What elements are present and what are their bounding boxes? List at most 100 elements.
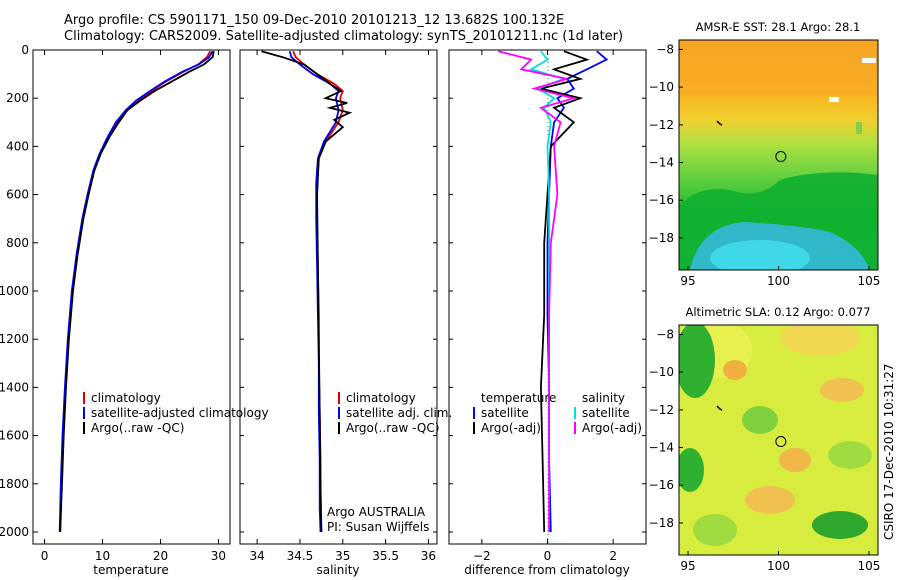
argo-trajectory-mark bbox=[716, 405, 723, 411]
sst-patch bbox=[856, 122, 862, 134]
y-tick-label: 600 bbox=[6, 188, 29, 202]
y-tick-label: 400 bbox=[6, 139, 29, 153]
temperature-lines bbox=[58, 50, 215, 533]
legend-title-salinity: salinity bbox=[582, 391, 625, 405]
salinity-panel: 34 34.5 35 35.5 36 salinity climatology sate… bbox=[239, 49, 452, 577]
argo-trajectory-mark bbox=[716, 120, 723, 126]
sst-map-title: AMSR-E SST: 28.1 Argo: 28.1 bbox=[696, 20, 861, 34]
x-tick-label: 30 bbox=[211, 549, 226, 563]
legend-label-satellite: satellite adj. clim. bbox=[346, 406, 452, 420]
map-x-tick-label: 95 bbox=[680, 274, 695, 288]
legend-label-argo: Argo(..raw -QC) bbox=[346, 421, 439, 435]
sla-argo-location-marker bbox=[716, 405, 787, 448]
x-tick-label: 10 bbox=[95, 549, 110, 563]
difference-xlabel: difference from climatology bbox=[464, 563, 630, 577]
sla-low-1 bbox=[679, 325, 715, 398]
temperature-panel: 0 200 400 600 800 1000 1200 1400 1600 1800 2000 0 1… bbox=[0, 43, 269, 577]
sla-high-3 bbox=[745, 486, 795, 514]
difference-lines bbox=[498, 50, 609, 533]
series-line-argo-raw-qc- bbox=[261, 50, 353, 533]
argo-position-circle bbox=[775, 151, 787, 163]
x-tick-label: 34 bbox=[249, 549, 264, 563]
sla-low-4 bbox=[742, 406, 778, 434]
temperature-x-ticks: 0 10 20 30 bbox=[41, 50, 226, 563]
legend-label-argo: Argo(..raw -QC) bbox=[91, 421, 184, 435]
map-y-tick-label: −18 bbox=[649, 231, 674, 245]
sst-missing-data-1 bbox=[862, 58, 876, 63]
legend-label-climatology: climatology bbox=[346, 391, 416, 405]
difference-panel: −2 0 2 difference from climatology tempera… bbox=[448, 49, 647, 577]
annotation-argo-australia: Argo AUSTRALIA bbox=[327, 505, 426, 519]
sst-map-ticks: 95 100 105 −8 −10 −12 −14 −16 −18 bbox=[649, 42, 881, 288]
x-tick-label: 36 bbox=[421, 549, 436, 563]
sst-heatmap bbox=[679, 40, 878, 270]
y-tick-label: 2000 bbox=[0, 525, 29, 539]
series-line-satellite-adjusted-climatology bbox=[58, 50, 214, 533]
map-y-tick-label: −16 bbox=[649, 193, 674, 207]
sla-low-6 bbox=[693, 514, 737, 546]
y-tick-label: 1600 bbox=[0, 429, 29, 443]
map-y-tick-label: −12 bbox=[649, 403, 674, 417]
x-tick-label: 0 bbox=[41, 549, 49, 563]
x-tick-label: 34.5 bbox=[287, 549, 314, 563]
map-x-tick-label: 100 bbox=[767, 559, 790, 573]
sla-low-5 bbox=[828, 441, 872, 469]
map-x-tick-label: 105 bbox=[858, 274, 881, 288]
sst-map-panel: AMSR-E SST: 28.1 Argo: 28.1 95 100 105 −8 −1… bbox=[649, 20, 881, 288]
y-tick-label: 1400 bbox=[0, 380, 29, 394]
x-tick-label: 35 bbox=[335, 549, 350, 563]
series-line-salinity-argo-adj- bbox=[498, 50, 578, 532]
map-y-tick-label: −8 bbox=[656, 42, 674, 56]
sla-map-panel: Altimetric SLA: 0.12 Argo: 0.077 95 100 10… bbox=[649, 305, 881, 573]
sla-high-4 bbox=[779, 448, 811, 472]
temperature-y-ticks: 0 200 400 600 800 1000 1200 1400 1600 1800 2000 bbox=[0, 43, 38, 539]
series-line-temperature-argo-adj- bbox=[539, 50, 590, 533]
sla-map-title: Altimetric SLA: 0.12 Argo: 0.077 bbox=[685, 305, 870, 319]
legend-label-temp-satellite: satellite bbox=[481, 406, 529, 420]
y-tick-label: 0 bbox=[21, 43, 29, 57]
legend-label-satellite-adjusted: satellite-adjusted climatology bbox=[91, 406, 269, 420]
map-y-tick-label: −14 bbox=[649, 156, 674, 170]
map-y-tick-label: −18 bbox=[649, 516, 674, 530]
sst-argo-location-marker bbox=[716, 120, 787, 163]
sst-missing-data-2 bbox=[829, 97, 839, 102]
x-tick-label: −2 bbox=[473, 549, 491, 563]
x-tick-label: 0 bbox=[544, 549, 552, 563]
x-tick-label: 20 bbox=[153, 549, 168, 563]
map-x-tick-label: 105 bbox=[858, 559, 881, 573]
sla-low-3 bbox=[812, 511, 868, 539]
y-tick-label: 1200 bbox=[0, 332, 29, 346]
map-y-tick-label: −12 bbox=[649, 118, 674, 132]
footer-credit: CSIRO 17-Dec-2010 10:31:27 bbox=[882, 363, 896, 540]
y-tick-label: 1800 bbox=[0, 477, 29, 491]
legend-label-sal-satellite: satellite bbox=[582, 406, 630, 420]
salinity-x-ticks: 34 34.5 35 35.5 36 bbox=[240, 49, 437, 563]
salinity-axes-frame bbox=[239, 49, 438, 545]
sst-warm-band bbox=[679, 40, 878, 95]
salinity-xlabel: salinity bbox=[316, 563, 359, 577]
map-y-tick-label: −10 bbox=[649, 365, 674, 379]
series-line-climatology bbox=[59, 50, 212, 533]
sst-coldest-region bbox=[710, 240, 810, 270]
header-line-2: Climatology: CARS2009. Satellite-adjuste… bbox=[64, 29, 623, 44]
sla-high-1 bbox=[723, 360, 747, 380]
series-line-argo-raw-qc- bbox=[59, 51, 215, 533]
y-tick-label: 200 bbox=[6, 91, 29, 105]
salinity-lines bbox=[261, 50, 353, 533]
series-line-temperature-satellite bbox=[546, 50, 609, 533]
difference-x-ticks: −2 0 2 bbox=[449, 49, 646, 563]
legend-title-temperature: temperature bbox=[481, 391, 556, 405]
sla-heatmap bbox=[679, 325, 878, 555]
temperature-axes-frame bbox=[32, 49, 231, 545]
series-line-satellite-adj-clim- bbox=[288, 50, 340, 533]
argo-position-circle bbox=[775, 436, 787, 448]
map-y-tick-label: −8 bbox=[656, 327, 674, 341]
legend-label-climatology: climatology bbox=[91, 391, 161, 405]
map-y-tick-label: −14 bbox=[649, 441, 674, 455]
header-line-1: Argo profile: CS 5901171_150 09-Dec-2010… bbox=[64, 13, 564, 28]
map-x-tick-label: 100 bbox=[767, 274, 790, 288]
x-tick-label: 2 bbox=[609, 549, 617, 563]
temperature-xlabel: temperature bbox=[93, 563, 168, 577]
y-tick-label: 800 bbox=[6, 236, 29, 250]
